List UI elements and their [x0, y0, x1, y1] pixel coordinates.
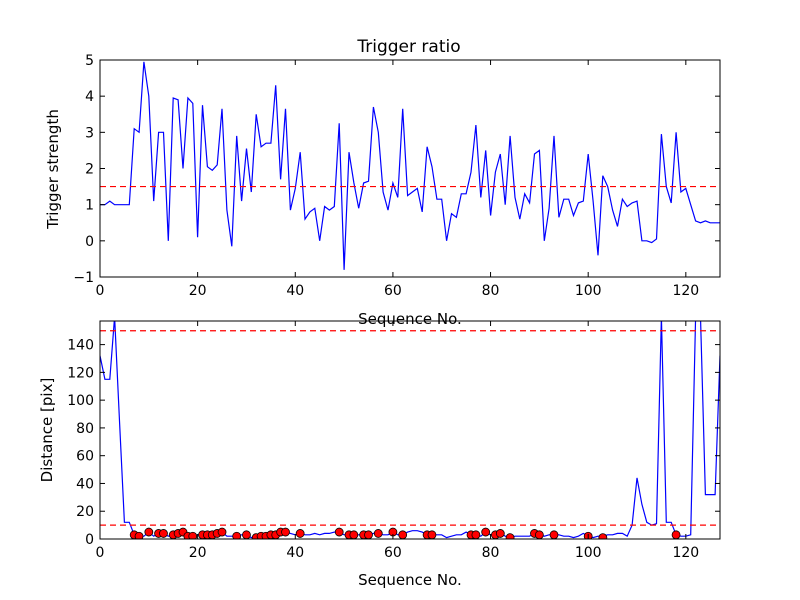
- top-y-tick-label: 2: [85, 162, 94, 178]
- bottom-series-group: [100, 321, 720, 539]
- top-y-tick-label: 1: [85, 198, 94, 214]
- bottom-y-tick-label: 20: [76, 504, 94, 520]
- top-x-tick-label: 100: [575, 283, 602, 299]
- bottom-y-tick-label: 80: [76, 421, 94, 437]
- top-series-group: [100, 61, 720, 270]
- top-y-tick-label: 3: [85, 125, 94, 141]
- bottom-x-tick-label: 120: [672, 545, 699, 561]
- bottom-marker-point: [534, 530, 544, 539]
- bottom-x-axis-label: Sequence No.: [358, 571, 462, 589]
- top-x-axis: 0 20 40 60 80 100 120: [96, 60, 699, 299]
- bottom-y-axis: 0 20 40 60 80 100 120 140: [67, 338, 720, 548]
- bottom-marker-point: [188, 531, 198, 539]
- bottom-x-tick-label: 20: [189, 545, 207, 561]
- top-series-line: [100, 61, 720, 270]
- bottom-marker-point: [364, 530, 373, 539]
- top-x-tick-label: 20: [189, 283, 207, 299]
- bottom-marker-point: [134, 531, 144, 539]
- bottom-x-tick-label: 60: [384, 545, 402, 561]
- bottom-x-tick-label: 40: [286, 545, 304, 561]
- bottom-marker-point: [349, 530, 359, 539]
- bottom-marker-point: [242, 530, 251, 539]
- bottom-y-tick-label: 140: [67, 338, 94, 354]
- bottom-marker-point: [671, 530, 681, 539]
- bottom-x-tick-label: 100: [575, 545, 602, 561]
- bottom-marker-point: [398, 530, 408, 539]
- top-x-tick-label: 40: [286, 283, 304, 299]
- bottom-marker-point: [295, 529, 305, 538]
- bottom-marker-point: [334, 527, 344, 537]
- bottom-marker-point: [495, 529, 505, 538]
- bottom-marker-point: [373, 529, 383, 538]
- top-chart-title: Trigger ratio: [356, 37, 460, 57]
- bottom-marker-point: [159, 529, 168, 538]
- top-x-tick-label: 0: [96, 283, 105, 299]
- bottom-y-tick-label: 120: [67, 365, 94, 381]
- top-y-axis-label: Trigger strength: [44, 109, 62, 230]
- bottom-y-axis-label: Distance [pix]: [38, 378, 56, 483]
- bottom-y-tick-label: 100: [67, 393, 94, 409]
- bottom-marker-point: [144, 527, 154, 537]
- top-plot-area: [100, 61, 720, 270]
- bottom-y-tick-label: 60: [76, 449, 94, 465]
- top-y-tick-label: 5: [85, 53, 94, 69]
- bottom-axes-frame: [99, 320, 721, 540]
- top-y-tick-label: 0: [85, 234, 94, 250]
- top-y-tick-label: −1: [73, 270, 94, 286]
- bottom-marker-point: [598, 533, 608, 539]
- bottom-y-tick-label: 40: [76, 476, 94, 492]
- bottom-marker-point: [471, 530, 481, 539]
- bottom-chart: 0 20 40 60 80 100 120 0 20 40 60 80 100 120 140 Seque…: [38, 320, 721, 589]
- bottom-x-tick-label: 80: [482, 545, 500, 561]
- top-x-tick-label: 60: [384, 283, 402, 299]
- bottom-marker-point: [281, 527, 290, 537]
- bottom-x-tick-label: 0: [96, 545, 105, 561]
- bottom-marker-point: [481, 527, 491, 537]
- bottom-marker-point: [217, 527, 227, 537]
- bottom-y-tick-label: 0: [85, 532, 94, 548]
- bottom-marker-point: [232, 531, 242, 539]
- bottom-plot-area: [100, 321, 720, 539]
- bottom-series-line: [100, 321, 720, 539]
- bottom-x-axis: 0 20 40 60 80 100 120: [96, 321, 699, 561]
- top-y-tick-label: 4: [85, 89, 94, 105]
- top-y-axis: −1 0 1 2 3 4 5: [73, 53, 720, 286]
- bottom-marker-point: [505, 533, 515, 539]
- bottom-marker-point: [549, 530, 559, 539]
- top-x-tick-label: 120: [672, 283, 699, 299]
- top-x-axis-label: Sequence No.: [358, 310, 462, 328]
- bottom-marker-point: [427, 530, 437, 539]
- top-axes-frame: [99, 59, 721, 278]
- top-x-tick-label: 80: [482, 283, 500, 299]
